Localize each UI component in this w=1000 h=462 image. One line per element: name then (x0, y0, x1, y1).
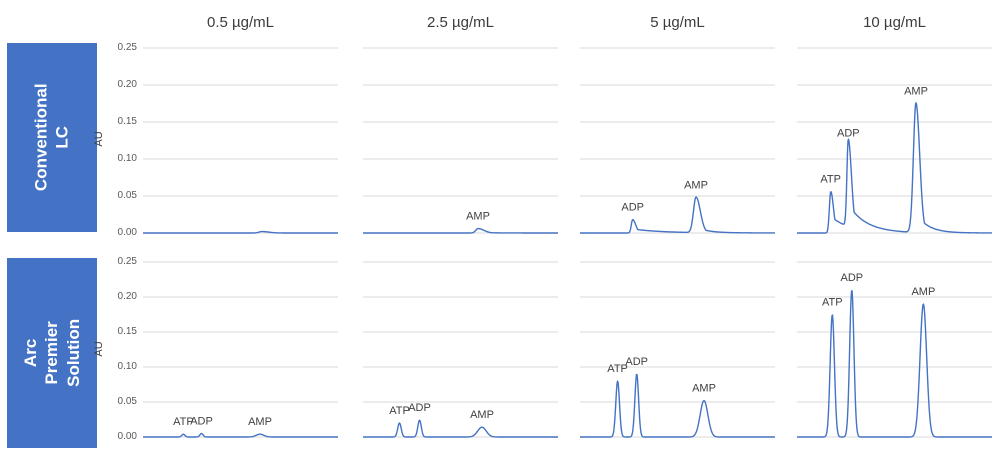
column-title-2.5ug: 2.5 µg/mL (426, 14, 494, 31)
chromatogram-trace (580, 373, 775, 438)
row-label-text: Arc Premier Solution (21, 319, 83, 387)
y-tick-label: 0.00 (117, 431, 137, 442)
peak-label-adp: ADP (840, 272, 863, 284)
peak-label-amp: AMP (692, 383, 716, 395)
peak-label-adp: ADP (408, 402, 431, 414)
column-title-0.5ug: 0.5 µg/mL (206, 14, 274, 31)
y-tick-label: 0.25 (117, 42, 137, 53)
peak-label-amp: AMP (904, 86, 928, 98)
y-tick-label: 0.20 (117, 291, 137, 302)
chromatogram-conventional-10ug: ATP ADP AMP (797, 44, 992, 238)
chromatogram-plot: AMP (363, 47, 558, 234)
chromatogram-trace (797, 289, 992, 438)
chromatogram-trace (363, 419, 558, 438)
chromatogram-conventional-5ug: ADP AMP (580, 44, 775, 238)
chromatogram-plot: ADP AMP (580, 47, 775, 234)
peak-label-atp: ATP (822, 297, 843, 309)
peak-label-amp: AMP (466, 211, 490, 223)
chromatogram-arcpremier-2.5ug: ATP ADP AMP (363, 258, 558, 442)
chromatogram-plot (143, 47, 338, 234)
y-tick-label: 0.05 (117, 396, 137, 407)
chromatogram-trace (580, 196, 775, 234)
y-tick-label: 0.20 (117, 79, 137, 90)
y-axis-title-top: AU (93, 131, 105, 147)
row-label-conventional-lc: Conventional LC (7, 43, 97, 232)
chromatogram-trace (363, 227, 558, 234)
y-axis-title-bottom: AU (93, 341, 105, 357)
peak-label-atp: ATP (607, 363, 628, 375)
peak-label-atp: ATP (820, 174, 841, 186)
row-label-arc-premier-solution: Arc Premier Solution (7, 258, 97, 448)
peak-label-atp: ATP (173, 416, 194, 428)
column-title-5ug: 5 µg/mL (650, 14, 705, 31)
row-label-text: Conventional LC (31, 83, 73, 192)
peak-label-adp: ADP (837, 128, 860, 140)
peak-label-adp: ADP (621, 202, 644, 214)
peak-label-amp: AMP (470, 409, 494, 421)
chromatogram-conventional-2.5ug: AMP (363, 44, 558, 238)
peak-label-adp: ADP (625, 356, 648, 368)
y-tick-label: 0.10 (117, 153, 137, 164)
y-tick-label: 0.15 (117, 116, 137, 127)
y-tick-label: 0.05 (117, 190, 137, 201)
chromatogram-arcpremier-0.5ug: ATP ADP AMP (143, 258, 338, 442)
column-title-10ug: 10 µg/mL (863, 14, 926, 31)
chromatogram-conventional-0.5ug (143, 44, 338, 238)
peak-label-adp: ADP (190, 416, 213, 428)
chromatogram-arcpremier-10ug: ATP ADP AMP (797, 258, 992, 442)
chromatogram-trace (143, 230, 338, 234)
chromatogram-trace (797, 102, 992, 234)
chromatogram-plot: ATP ADP AMP (797, 47, 992, 234)
y-tick-label: 0.15 (117, 326, 137, 337)
peak-label-atp: ATP (389, 405, 410, 417)
y-tick-label: 0.25 (117, 256, 137, 267)
peak-label-amp: AMP (684, 180, 708, 192)
chromatogram-arcpremier-5ug: ATP ADP AMP (580, 258, 775, 442)
chromatogram-trace (143, 432, 338, 438)
chromatogram-plot: ATP ADP AMP (797, 261, 992, 438)
y-tick-label: 0.10 (117, 361, 137, 372)
peak-label-amp: AMP (248, 416, 272, 428)
y-tick-label: 0.00 (117, 227, 137, 238)
peak-label-amp: AMP (911, 286, 935, 298)
